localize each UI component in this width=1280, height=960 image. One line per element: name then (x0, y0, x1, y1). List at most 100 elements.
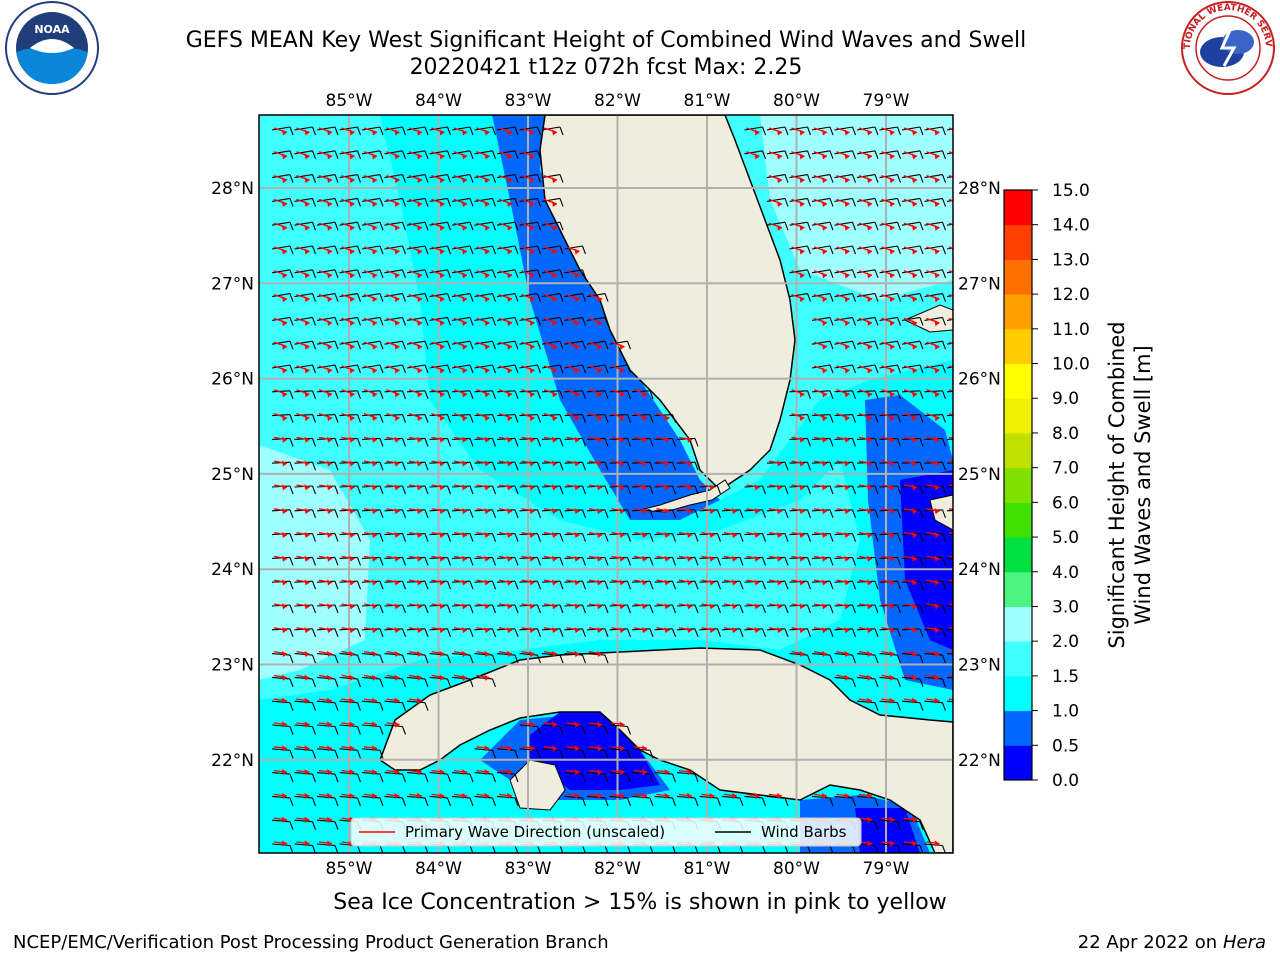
wind-barb-flag (491, 245, 497, 255)
wave-arrowhead (844, 603, 850, 610)
wind-barb (316, 364, 336, 369)
wave-arrowhead (327, 224, 332, 231)
colorbar-tick-label: 9.0 (1052, 389, 1079, 409)
colorbar-segment (1004, 328, 1032, 365)
wind-barb-flag (401, 533, 407, 542)
wind-barb (834, 174, 853, 179)
wind-barb-flag (446, 126, 452, 136)
wave-arrowhead (822, 555, 827, 562)
wind-barb (541, 364, 561, 369)
wave-arrowhead (552, 627, 557, 634)
wind-barb-flag (446, 485, 452, 495)
wind-barb-flag (851, 198, 857, 207)
wind-barb-flag (919, 390, 924, 399)
wave-arrowhead (934, 296, 940, 303)
wave-arrowhead (709, 627, 715, 634)
wind-barb-flag (289, 773, 294, 783)
wave-arrowhead (664, 484, 670, 491)
wave-arrowhead (372, 343, 377, 350)
wind-barb (586, 795, 606, 799)
wind-barb-flag (401, 604, 407, 614)
wind-barb (744, 795, 763, 799)
wave-arrowhead (777, 200, 782, 207)
wave-arrowhead (507, 792, 512, 799)
wave-arrowhead (889, 460, 895, 467)
wind-barb (924, 269, 943, 274)
wind-barb-flag (874, 438, 879, 447)
colorbar-tick-label: 13.0 (1052, 250, 1090, 270)
wind-barb (451, 364, 471, 369)
wave-arrowhead (822, 153, 827, 160)
wind-barb (789, 414, 808, 417)
wind-barb (451, 390, 471, 393)
wind-barb-flag (379, 150, 384, 159)
colorbar-segment (1004, 606, 1032, 642)
wind-barb-flag (379, 174, 384, 183)
wave-arrowhead (304, 272, 310, 279)
wave-arrowhead (439, 200, 445, 207)
wave-arrowhead (417, 272, 422, 279)
wind-barb (429, 197, 448, 202)
wind-barb-flag (469, 438, 474, 447)
wave-arrow (948, 484, 953, 487)
wind-barb-flag (289, 317, 294, 326)
wave-arrowhead (529, 508, 535, 515)
wind-barb (811, 269, 831, 274)
wind-barb (676, 772, 696, 775)
wind-barb (541, 174, 561, 179)
wind-barb-flag (919, 654, 924, 664)
wave-arrowhead (597, 436, 602, 443)
colorbar-tick-label: 2.0 (1052, 632, 1079, 652)
wind-barb-flag (784, 462, 789, 471)
wave-arrowhead (349, 319, 355, 326)
wave-arrowhead (529, 460, 535, 467)
wind-barb-flag (446, 438, 452, 447)
wave-arrowhead (484, 272, 490, 279)
wave-arrowhead (417, 343, 422, 350)
wave-arrowhead (777, 603, 782, 610)
wind-barb-flag (626, 557, 632, 566)
wave-arrowhead (934, 460, 940, 467)
wind-barb (361, 700, 381, 704)
wave-arrowhead (439, 484, 445, 491)
wind-barb (856, 700, 876, 704)
wind-barbs (271, 126, 953, 853)
wind-barb-flag (941, 533, 947, 542)
wave-arrowhead (349, 531, 355, 538)
wave-arrowhead (889, 579, 895, 586)
wind-barb (406, 676, 426, 680)
wave-arrowhead (934, 415, 940, 422)
wind-barb (946, 533, 953, 536)
wind-barb-flag (829, 509, 834, 518)
wind-barb (901, 700, 921, 704)
wind-barb-flag (446, 509, 452, 518)
wave-arrowhead (754, 129, 760, 136)
wave-arrowhead (484, 436, 490, 443)
wave-arrowhead (777, 129, 782, 136)
wave-arrowhead (822, 200, 827, 207)
wave-arrowhead (417, 579, 422, 586)
wind-barb-flag (514, 390, 519, 399)
wind-barb (609, 748, 628, 751)
wind-barb-flag (919, 557, 924, 566)
wave-arrowhead (282, 296, 287, 303)
wave-arrowhead (327, 153, 332, 160)
wave-arrowhead (349, 555, 355, 562)
wave-arrowhead (934, 555, 940, 562)
wave-arrowhead (327, 248, 332, 255)
wind-barb-flag (536, 222, 542, 231)
wind-barb (519, 364, 538, 369)
wave-arrowhead (417, 129, 422, 136)
wind-barb (631, 414, 651, 417)
wave-arrowhead (349, 177, 355, 184)
wave-arrowhead (439, 319, 445, 326)
wind-barb (789, 174, 808, 179)
wave-arrowhead (394, 224, 400, 231)
wind-barb (294, 676, 313, 680)
wave-arrowhead (462, 200, 467, 207)
wave-arrowhead (889, 272, 895, 279)
wind-barb-flag (289, 174, 294, 183)
wave-arrowhead (957, 225, 962, 231)
wave-arrowhead (822, 792, 827, 799)
wave-arrowhead (304, 248, 310, 255)
